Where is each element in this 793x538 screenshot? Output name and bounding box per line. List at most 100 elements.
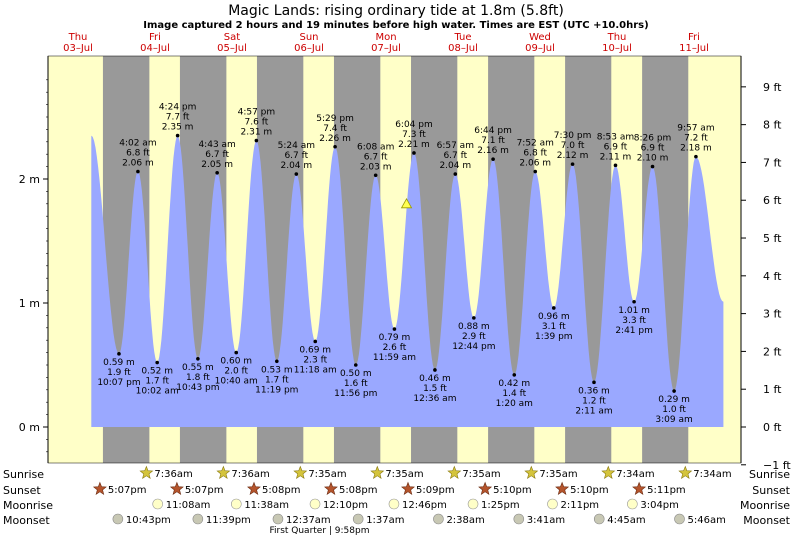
low-tide-point: [551, 306, 556, 310]
low-tide-point: [234, 350, 239, 355]
row-label-sunset: Sunset: [3, 484, 41, 497]
high-tide-feet: 7.0 ft: [561, 141, 585, 151]
high-tide-feet: 7.3 ft: [402, 130, 426, 140]
y-right-tick-label: 5 ft: [763, 232, 782, 245]
sunrise-time: 7:35am: [308, 469, 346, 480]
low-tide-meters: 0.79 m: [379, 333, 411, 343]
low-tide-meters: 1.01 m: [618, 306, 650, 316]
high-tide-feet: 7.6 ft: [245, 118, 269, 128]
high-tide-feet: 6.9 ft: [604, 142, 628, 152]
moonrise-icon: [309, 498, 321, 510]
astronomy-rows: 7:36am 7:36am 7:35am 7:35am 7:35am 7:35am 7:34…: [92, 465, 732, 526]
chart-subtitle: Image captured 2 hours and 19 minutes be…: [143, 20, 648, 31]
low-tide-feet: 1.5 ft: [423, 384, 447, 394]
high-tide-point: [570, 162, 575, 166]
day-label-date: 04–Jul: [140, 43, 170, 54]
sunset-time: 5:08pm: [339, 485, 378, 496]
day-label-date: 08–Jul: [448, 43, 478, 54]
low-tide-feet: 1.9 ft: [107, 368, 131, 378]
low-tide-time: 10:07 pm: [97, 378, 140, 388]
day-label-dow: Mon: [375, 32, 396, 43]
y-right-tick-label: 6 ft: [763, 194, 782, 207]
day-label-dow: Thu: [607, 32, 627, 43]
sunrise-time: 7:35am: [539, 469, 577, 480]
sunset-time: 5:10pm: [570, 485, 609, 496]
low-tide-point: [392, 327, 397, 331]
low-tide-time: 11:59 am: [373, 353, 416, 363]
moonrise-time: 1:25pm: [481, 500, 520, 511]
low-tide-feet: 1.8 ft: [186, 373, 210, 383]
sunrise-time: 7:36am: [231, 469, 269, 480]
y-right-tick-label: 4 ft: [763, 270, 782, 283]
sunrise-time: 7:34am: [693, 469, 731, 480]
low-tide-meters: 0.52 m: [141, 367, 173, 377]
day-label-date: 06–Jul: [294, 43, 324, 54]
sunrise-time: 7:34am: [616, 469, 654, 480]
high-tide-time: 4:24 pm: [159, 103, 197, 113]
row-label-sunset-right: Sunset: [752, 484, 790, 497]
sunrise-star-icon: [216, 465, 231, 479]
sunrise-star-icon: [139, 465, 154, 479]
y-right-tick-label: 1 ft: [763, 383, 782, 396]
high-tide-meters: 2.16 m: [477, 146, 509, 156]
moonset-icon: [513, 513, 525, 525]
low-tide-point: [155, 360, 159, 365]
high-tide-point: [373, 173, 378, 178]
tide-annotations: 4:02 am6.8 ft2.06 m4:24 pm7.7 ft2.35 m4:…: [97, 103, 714, 425]
moonset-time: 1:37am: [366, 515, 404, 526]
sunrise-star-icon: [293, 465, 308, 479]
low-tide-meters: 0.69 m: [299, 345, 331, 355]
tide-area: [91, 135, 724, 427]
moonset-time: 11:39pm: [206, 515, 251, 526]
low-tide-time: 10:43 pm: [176, 383, 219, 393]
day-label-dow: Fri: [688, 32, 700, 43]
low-tide-time: 11:18 am: [294, 365, 337, 375]
sunset-time: 5:08pm: [262, 485, 301, 496]
tide-curve-area: [91, 135, 724, 427]
day-label-date: 10–Jul: [602, 43, 632, 54]
moonrise-icon: [467, 498, 479, 510]
high-tide-point: [136, 169, 140, 174]
y-left-tick-label: 0 m: [19, 421, 40, 434]
moonrise-time: 3:04pm: [640, 500, 679, 511]
day-label-dow: Wed: [529, 32, 551, 43]
low-tide-feet: 2.3 ft: [303, 355, 327, 365]
high-tide-point: [694, 154, 698, 159]
high-tide-meters: 2.03 m: [360, 162, 392, 172]
high-tide-point: [254, 138, 259, 143]
high-tide-feet: 6.8 ft: [126, 149, 150, 159]
high-tide-meters: 2.35 m: [162, 123, 194, 133]
low-tide-point: [472, 316, 476, 320]
high-tide-time: 4:02 am: [119, 139, 156, 149]
sunrise-star-icon: [601, 465, 616, 479]
moonset-icon: [593, 513, 605, 525]
low-tide-time: 1:20 am: [496, 399, 533, 409]
moonset-time: 3:41am: [527, 515, 565, 526]
low-tide-time: 12:36 am: [413, 394, 456, 404]
high-tide-point: [453, 172, 458, 176]
day-label-date: 09–Jul: [525, 43, 555, 54]
day-label-date: 05–Jul: [217, 43, 247, 54]
low-tide-meters: 0.36 m: [578, 386, 610, 396]
day-label-dow: Tue: [453, 32, 471, 43]
sunrise-star-icon: [447, 465, 462, 479]
low-tide-meters: 0.46 m: [419, 374, 451, 384]
high-tide-meters: 2.06 m: [519, 159, 551, 169]
high-tide-feet: 7.4 ft: [323, 124, 347, 134]
high-tide-time: 7:30 pm: [554, 131, 592, 141]
high-tide-point: [533, 169, 538, 174]
high-tide-time: 4:57 pm: [238, 108, 276, 118]
low-tide-feet: 2.0 ft: [224, 367, 248, 377]
low-tide-meters: 0.59 m: [103, 358, 135, 368]
moonrise-time: 11:38am: [244, 500, 289, 511]
low-tide-feet: 1.7 ft: [145, 377, 169, 387]
high-tide-feet: 6.7 ft: [205, 150, 229, 160]
low-tide-feet: 1.6 ft: [344, 379, 368, 389]
sunset-star-icon: [169, 481, 184, 495]
low-tide-meters: 0.60 m: [220, 357, 252, 367]
low-tide-time: 2:11 am: [575, 406, 612, 416]
day-label-date: 07–Jul: [371, 43, 401, 54]
moonset-icon: [674, 513, 685, 525]
y-right-tick-label: 0 ft: [763, 421, 782, 434]
high-tide-time: 6:08 am: [357, 142, 394, 152]
